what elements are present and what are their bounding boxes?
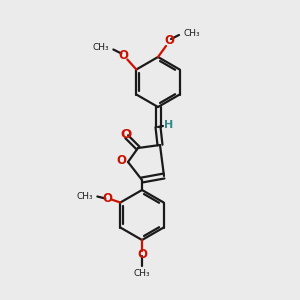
Text: O: O	[120, 128, 131, 141]
Text: O: O	[102, 192, 112, 205]
Text: CH₃: CH₃	[183, 28, 200, 38]
Text: CH₃: CH₃	[134, 269, 150, 278]
Text: H: H	[164, 120, 174, 130]
Text: O: O	[116, 154, 126, 167]
Text: O: O	[137, 248, 147, 260]
Text: CH₃: CH₃	[93, 43, 109, 52]
Text: CH₃: CH₃	[77, 192, 93, 201]
Text: O: O	[164, 34, 174, 47]
Text: O: O	[118, 49, 128, 62]
